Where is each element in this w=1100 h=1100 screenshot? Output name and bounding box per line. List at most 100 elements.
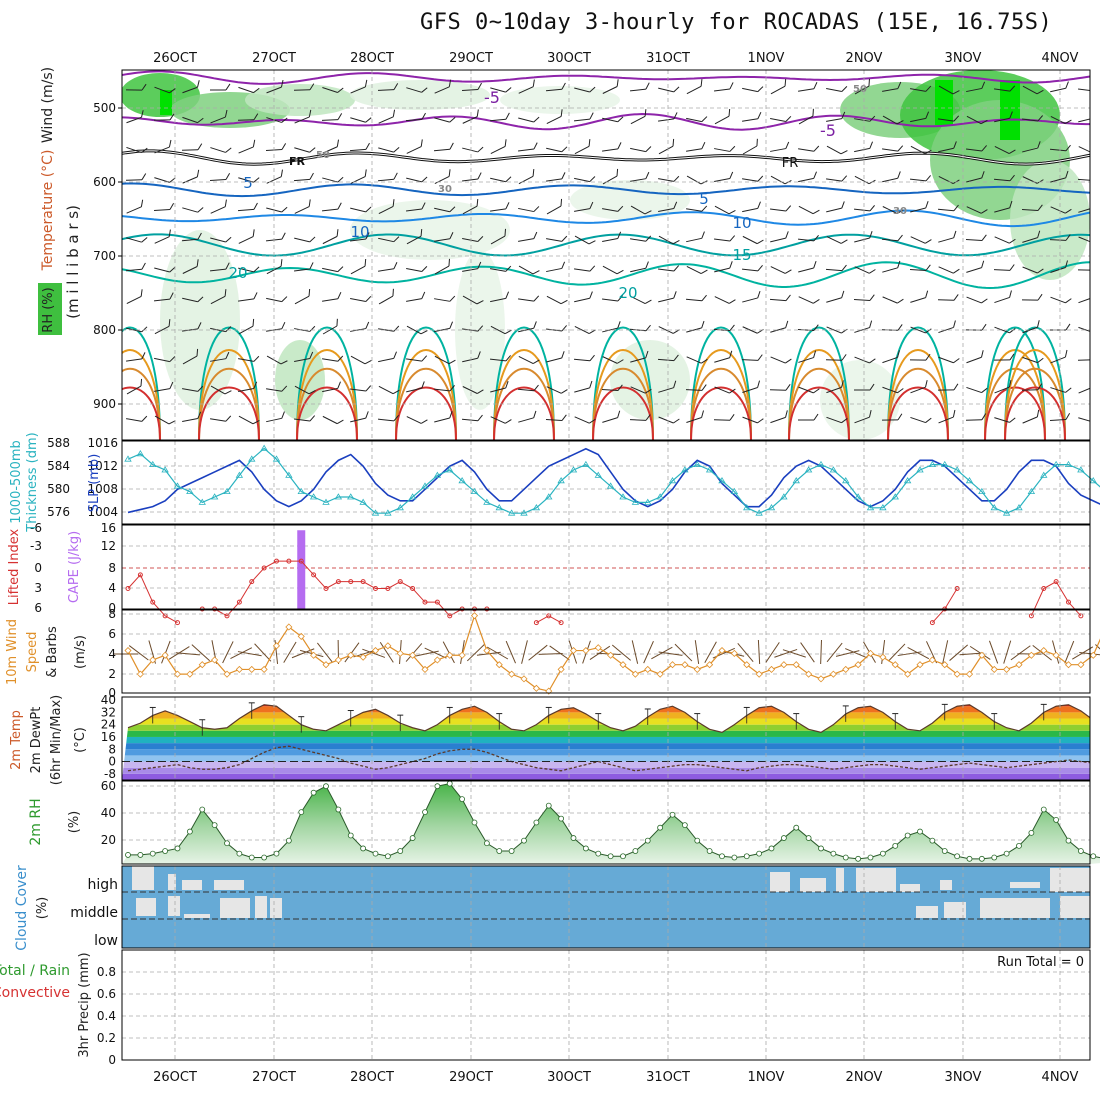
wind-barb bbox=[266, 206, 288, 213]
wind10-barb bbox=[835, 650, 860, 657]
wind-barb bbox=[686, 116, 708, 123]
wind-barb-flag bbox=[701, 141, 706, 149]
wind-barb-flag bbox=[785, 358, 792, 364]
wind-barb bbox=[434, 117, 456, 123]
wind-barb-shaft bbox=[1077, 359, 1090, 361]
wind10-barb-shaft bbox=[415, 650, 439, 657]
wind-barb-shaft bbox=[658, 208, 674, 212]
axis-title: Lifted Index bbox=[7, 528, 22, 605]
wind-barb-shaft bbox=[686, 208, 702, 212]
wind-barb bbox=[658, 416, 680, 424]
wind10-marker bbox=[446, 651, 454, 659]
wind-barb bbox=[966, 81, 986, 93]
thickness-marker bbox=[1027, 487, 1036, 494]
cloud-gap bbox=[916, 906, 938, 918]
y-axis-labels: Wind (m/s)Temperature (°C) (m i l l i b a… bbox=[0, 67, 102, 1058]
rh-panel-frame bbox=[121, 780, 1091, 865]
wind-barb bbox=[854, 410, 872, 424]
wind-barb-flag bbox=[785, 294, 791, 301]
wind10-barb-shaft bbox=[1095, 644, 1100, 662]
isotherm-neg10 bbox=[122, 70, 1090, 85]
axis-title: (%) bbox=[35, 897, 50, 920]
wind-barb bbox=[321, 202, 342, 212]
wind-barb-shaft bbox=[826, 118, 842, 122]
wind-barb-flag bbox=[925, 264, 931, 271]
rh2m-marker bbox=[211, 822, 218, 828]
wind-barb bbox=[433, 142, 454, 152]
wind-barb bbox=[602, 79, 619, 94]
wind10-barb-shaft bbox=[442, 641, 455, 664]
wind-barb-flag bbox=[729, 324, 735, 331]
rh2m-marker bbox=[657, 824, 664, 831]
wind-barb-shaft bbox=[910, 416, 926, 424]
wind-barb-flag bbox=[281, 143, 287, 150]
contour-label: FR bbox=[289, 155, 306, 168]
wind10-barb bbox=[424, 647, 447, 659]
wind-barb-flag bbox=[140, 289, 143, 297]
wind-barb-flag bbox=[953, 268, 960, 274]
wind-barb bbox=[546, 198, 563, 215]
wind-barb-flag bbox=[337, 355, 344, 362]
wind-barb-shaft bbox=[770, 266, 786, 274]
temp-plot-area bbox=[122, 702, 1090, 780]
wind10-barb bbox=[344, 642, 360, 663]
thickness-marker bbox=[334, 493, 343, 500]
wind-barb bbox=[1021, 115, 1044, 122]
thickness-marker bbox=[396, 504, 404, 511]
wind-barb-shaft bbox=[154, 415, 170, 425]
wind10-barb bbox=[694, 640, 700, 664]
wind-barb-flag bbox=[617, 321, 621, 329]
wind-barb-shaft bbox=[434, 175, 450, 185]
wind-barb bbox=[153, 203, 175, 212]
thickness-marker bbox=[718, 477, 726, 484]
wind10-barb bbox=[442, 641, 455, 664]
wind10-marker bbox=[532, 684, 540, 692]
wind-barb-shaft bbox=[181, 238, 199, 242]
lifted-index-marker bbox=[929, 620, 935, 626]
isotherm-arch bbox=[395, 326, 457, 440]
wind-barb-flag bbox=[533, 295, 540, 302]
wind-barb bbox=[658, 175, 680, 182]
wind-barb bbox=[602, 205, 624, 212]
wind10-barb bbox=[658, 651, 683, 656]
wind-barb bbox=[629, 82, 650, 92]
wind-barb-flag bbox=[533, 116, 540, 123]
wind-barb-flag bbox=[869, 320, 873, 328]
wind-barb-shaft bbox=[1050, 177, 1066, 183]
axis-title: (%) bbox=[67, 811, 82, 834]
wind-barb-shaft bbox=[966, 177, 982, 183]
axis-title: Speed bbox=[25, 632, 40, 673]
thickness-marker bbox=[879, 504, 887, 511]
cape-tick: 4 bbox=[108, 581, 116, 595]
lifted-index-marker bbox=[323, 586, 329, 591]
wind-barb-flag bbox=[280, 360, 288, 365]
thickness-marker bbox=[978, 487, 986, 494]
wind-barb-shaft bbox=[909, 268, 927, 272]
wind-barb bbox=[742, 111, 762, 122]
wind-barb-shaft bbox=[126, 418, 142, 422]
date-label-bottom: 28OCT bbox=[350, 1070, 394, 1085]
wind-barb-shaft bbox=[882, 88, 898, 92]
thickness-marker bbox=[446, 466, 454, 473]
wind-barb-shaft bbox=[994, 145, 1010, 155]
wind-barb bbox=[770, 320, 789, 333]
wind-barb-shaft bbox=[350, 176, 366, 184]
wind-barb-shaft bbox=[406, 146, 422, 154]
wind-barb bbox=[237, 113, 259, 121]
wind-barb bbox=[602, 410, 621, 423]
wind-barb bbox=[125, 173, 147, 181]
wind-barb-shaft bbox=[602, 265, 618, 275]
wind-barb-shaft bbox=[993, 178, 1011, 182]
wind10-marker bbox=[1077, 661, 1085, 669]
isotherm-5 bbox=[122, 182, 1090, 198]
axis-title: Thickness (dm) bbox=[25, 432, 40, 532]
wind-barb-shaft bbox=[938, 237, 954, 243]
wind10-barb bbox=[222, 641, 234, 664]
wind-barb bbox=[826, 416, 848, 424]
wind-barb-flag bbox=[336, 419, 344, 425]
wind-barb-flag bbox=[645, 350, 649, 359]
rh2m-marker bbox=[669, 811, 676, 818]
wind-barb-flag bbox=[309, 172, 314, 180]
wind-barb-flag bbox=[364, 360, 372, 365]
